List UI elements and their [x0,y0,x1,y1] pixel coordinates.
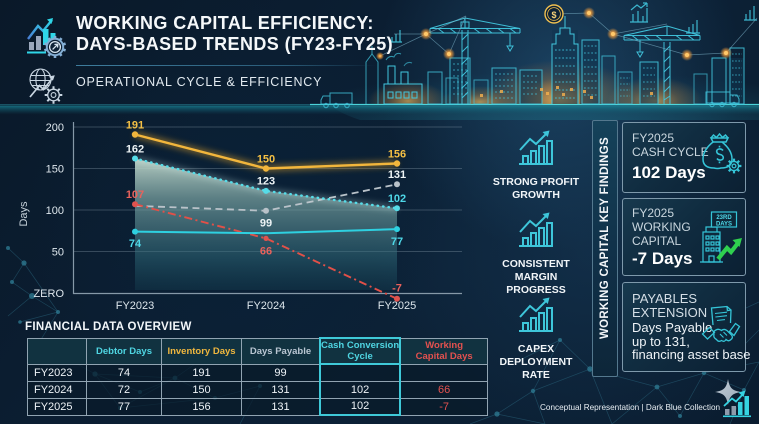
svg-text:50: 50 [52,247,64,259]
svg-text:100: 100 [46,205,64,217]
svg-text:99: 99 [260,217,272,229]
svg-text:156: 156 [388,148,406,160]
svg-text:150: 150 [257,153,275,165]
svg-text:23RD: 23RD [716,215,732,221]
svg-text:150: 150 [46,164,64,176]
svg-text:FY2023: FY2023 [116,300,155,312]
svg-text:$: $ [551,10,556,20]
svg-text:102: 102 [388,193,406,205]
svg-text:191: 191 [126,120,144,132]
svg-text:ZERO: ZERO [33,288,64,300]
svg-text:FY2024: FY2024 [247,300,286,312]
svg-text:131: 131 [388,169,406,181]
svg-text:-7: -7 [392,283,402,295]
svg-text:77: 77 [391,236,403,248]
svg-text:66: 66 [260,246,272,258]
svg-text:107: 107 [126,189,144,201]
svg-text:74: 74 [129,238,142,250]
svg-text:DAYS: DAYS [716,222,732,228]
svg-text:Days: Days [18,201,30,227]
svg-text:123: 123 [257,176,275,188]
svg-text:200: 200 [46,122,64,134]
svg-text:FY2025: FY2025 [378,300,417,312]
svg-text:162: 162 [126,144,144,156]
